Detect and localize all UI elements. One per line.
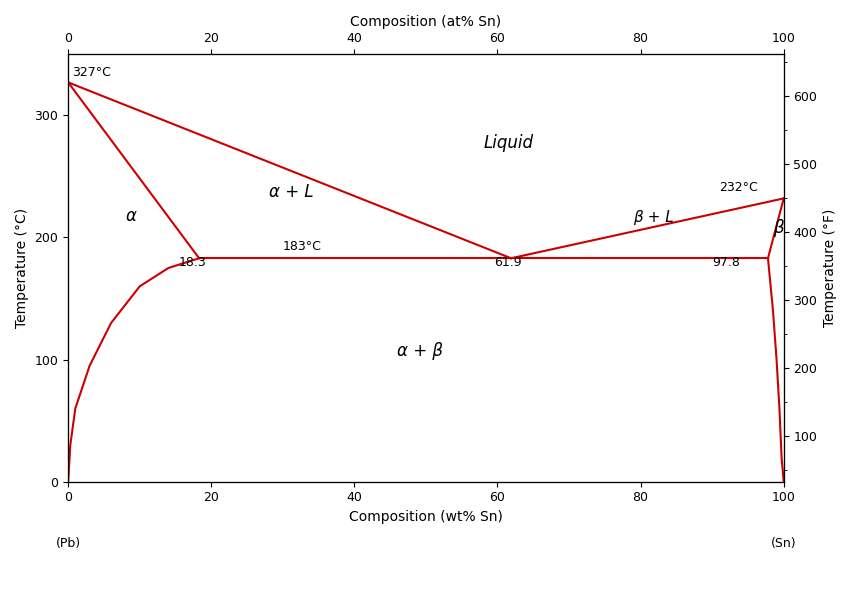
- Text: (Sn): (Sn): [771, 537, 797, 550]
- Text: β + L: β + L: [633, 210, 674, 225]
- Text: α + L: α + L: [268, 183, 314, 201]
- Text: 232°C: 232°C: [719, 180, 758, 193]
- Text: 97.8: 97.8: [712, 256, 740, 269]
- Text: Liquid: Liquid: [483, 134, 533, 152]
- Text: 327°C: 327°C: [72, 66, 111, 78]
- Text: β: β: [773, 219, 784, 237]
- Text: α + β: α + β: [397, 341, 443, 359]
- Text: α: α: [125, 207, 136, 225]
- Text: 18.3: 18.3: [179, 256, 207, 269]
- X-axis label: Composition (at% Sn): Composition (at% Sn): [350, 15, 502, 29]
- Text: 183°C: 183°C: [283, 240, 322, 253]
- Y-axis label: Temperature (°F): Temperature (°F): [823, 209, 837, 327]
- Text: 61.9: 61.9: [494, 256, 521, 269]
- Text: (Pb): (Pb): [55, 537, 81, 550]
- X-axis label: Composition (wt% Sn): Composition (wt% Sn): [349, 510, 503, 524]
- Y-axis label: Temperature (°C): Temperature (°C): [15, 208, 29, 328]
